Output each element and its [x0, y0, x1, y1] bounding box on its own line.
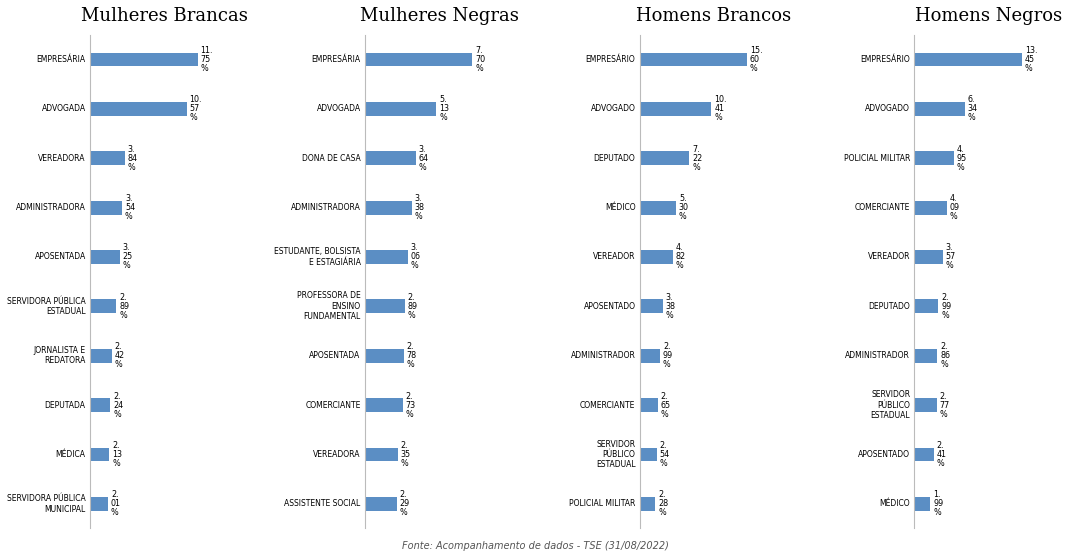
Bar [915, 398, 936, 412]
Text: 7.
22
%: 7. 22 % [692, 145, 702, 172]
Bar [365, 52, 472, 66]
Bar [90, 250, 120, 264]
Text: 2.
35
%: 2. 35 % [400, 441, 411, 468]
Text: 6.
34
%: 6. 34 % [968, 95, 978, 123]
Text: 2.
42
%: 2. 42 % [114, 342, 125, 369]
Bar [640, 398, 658, 412]
Text: 2.
89
%: 2. 89 % [119, 293, 129, 320]
Text: 2.
86
%: 2. 86 % [941, 342, 950, 369]
Text: 2.
99
%: 2. 99 % [942, 293, 951, 320]
Text: 4.
09
%: 4. 09 % [950, 194, 960, 221]
Title: Homens Negros: Homens Negros [915, 7, 1063, 25]
Bar [915, 102, 965, 116]
Bar [640, 250, 673, 264]
Bar [90, 398, 110, 412]
Text: 5.
13
%: 5. 13 % [439, 95, 449, 123]
Text: 10.
41
%: 10. 41 % [714, 95, 727, 123]
Text: 2.
54
%: 2. 54 % [660, 441, 670, 468]
Bar [90, 299, 117, 314]
Text: 2.
77
%: 2. 77 % [939, 391, 949, 418]
Text: 2.
13
%: 2. 13 % [112, 441, 122, 468]
Bar [365, 102, 437, 116]
Text: 3.
25
%: 3. 25 % [122, 243, 133, 270]
Title: Homens Brancos: Homens Brancos [637, 7, 792, 25]
Bar [365, 151, 415, 165]
Text: 2.
99
%: 2. 99 % [663, 342, 673, 369]
Text: 1.
99
%: 1. 99 % [933, 490, 944, 517]
Bar [365, 398, 403, 412]
Text: 2.
28
%: 2. 28 % [658, 490, 668, 517]
Bar [915, 349, 937, 363]
Text: 2.
65
%: 2. 65 % [660, 391, 671, 418]
Text: 10.
57
%: 10. 57 % [189, 95, 202, 123]
Text: 13.
45
%: 13. 45 % [1025, 46, 1037, 73]
Text: 15.
60
%: 15. 60 % [750, 46, 763, 73]
Bar [90, 349, 112, 363]
Bar [90, 448, 109, 461]
Bar [90, 151, 125, 165]
Bar [640, 201, 676, 215]
Bar [915, 497, 931, 511]
Text: 2.
29
%: 2. 29 % [399, 490, 410, 517]
Bar [640, 102, 712, 116]
Bar [90, 102, 186, 116]
Bar [365, 201, 412, 215]
Text: 3.
38
%: 3. 38 % [415, 194, 425, 221]
Text: 5.
30
%: 5. 30 % [678, 194, 689, 221]
Bar [915, 52, 1022, 66]
Bar [365, 497, 397, 511]
Text: 2.
41
%: 2. 41 % [936, 441, 947, 468]
Bar [640, 349, 660, 363]
Text: 2.
24
%: 2. 24 % [113, 391, 123, 418]
Bar [640, 151, 689, 165]
Bar [915, 448, 934, 461]
Bar [640, 497, 655, 511]
Text: 7.
70
%: 7. 70 % [475, 46, 485, 73]
Text: 3.
54
%: 3. 54 % [125, 194, 135, 221]
Bar [365, 349, 403, 363]
Bar [365, 250, 408, 264]
Bar [915, 201, 947, 215]
Text: 2.
78
%: 2. 78 % [407, 342, 416, 369]
Text: 2.
01
%: 2. 01 % [111, 490, 121, 517]
Bar [640, 52, 747, 66]
Bar [90, 52, 198, 66]
Text: 3.
57
%: 3. 57 % [946, 243, 956, 270]
Bar [915, 299, 938, 314]
Text: Fonte: Acompanhamento de dados - TSE (31/08/2022): Fonte: Acompanhamento de dados - TSE (31… [401, 542, 669, 551]
Bar [365, 448, 398, 461]
Title: Mulheres Brancas: Mulheres Brancas [80, 7, 247, 25]
Text: 4.
82
%: 4. 82 % [675, 243, 686, 270]
Bar [640, 448, 657, 461]
Bar [90, 201, 122, 215]
Title: Mulheres Negras: Mulheres Negras [360, 7, 519, 25]
Text: 3.
64
%: 3. 64 % [418, 145, 428, 172]
Text: 3.
38
%: 3. 38 % [666, 293, 675, 320]
Text: 3.
84
%: 3. 84 % [127, 145, 138, 172]
Bar [915, 151, 954, 165]
Bar [365, 299, 406, 314]
Text: 3.
06
%: 3. 06 % [410, 243, 421, 270]
Text: 2.
73
%: 2. 73 % [406, 391, 416, 418]
Text: 4.
95
%: 4. 95 % [957, 145, 967, 172]
Bar [915, 250, 943, 264]
Text: 2.
89
%: 2. 89 % [408, 293, 418, 320]
Bar [90, 497, 108, 511]
Bar [640, 299, 663, 314]
Text: 11.
75
%: 11. 75 % [200, 46, 213, 73]
